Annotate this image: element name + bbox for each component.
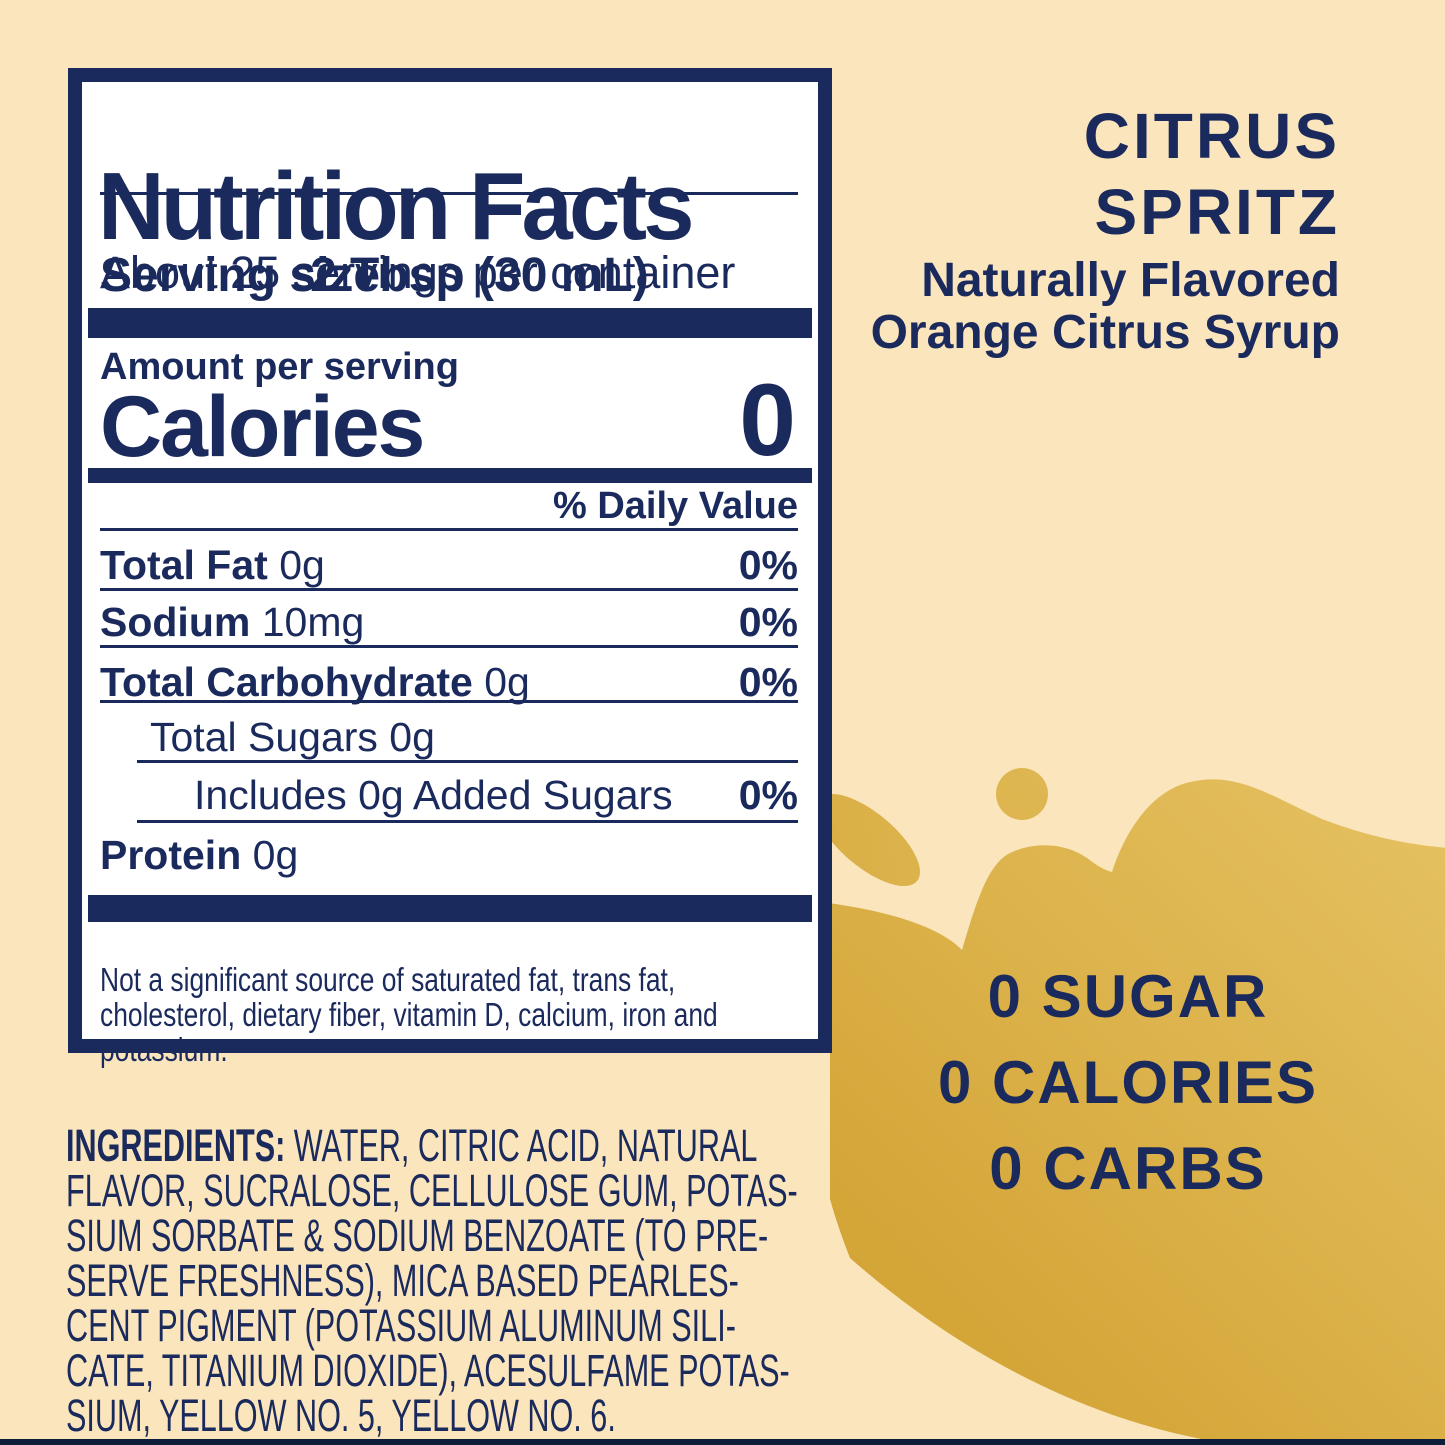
nutrient-amount: Includes 0g Added Sugars [194,772,673,818]
nutrient-name: Total Fat [100,542,268,588]
nutrient-row-total-carbohydrate: Total Carbohydrate 0g 0% [100,659,798,707]
nutrient-amount: 10mg [250,599,365,645]
nutrition-facts-panel: Nutrition Facts About 25 servings per co… [68,68,832,1067]
nutrient-row-sodium: Sodium 10mg 0% [100,599,798,647]
serving-size-row: Serving size 2 Tbsp (30 mL) [82,248,818,302]
product-name-block: CITRUS SPRITZ Naturally Flavored Orange … [871,98,1340,359]
nutrient-name: Sodium [100,599,251,645]
calories-label: Calories [100,379,425,475]
nutrient-row-total-sugars: Total Sugars 0g [100,714,798,762]
medium-divider-bar [88,468,812,483]
separator-line [100,588,798,591]
ingredients-label: INGREDIENTS: [66,1120,286,1171]
medium-divider-bar [88,895,812,922]
nutrient-dv: 0% [738,659,798,705]
daily-value-header: % Daily Value [552,485,798,527]
amount-per-serving-label: Amount per serving [100,346,459,388]
calories-value: 0 [739,363,796,477]
product-name-line1: CITRUS [1083,100,1340,172]
thick-divider-bar [88,308,812,338]
nutrient-row-added-sugars: Includes 0g Added Sugars 0% [100,772,798,820]
nutrition-footnote: Not a significant source of saturated fa… [100,961,718,1068]
separator-line [100,700,798,703]
splash-main-blob [830,779,1445,1439]
product-subtitle-line1: Naturally Flavored [921,254,1340,307]
ingredients-text: INGREDIENTS: WATER, CITRIC ACID, NATURAL… [66,1123,821,1438]
splash-droplet-circle [996,768,1048,820]
product-name-line2: SPRITZ [1094,176,1340,248]
nutrient-amount: 0g [267,542,325,588]
nutrient-amount: 0g [472,659,530,705]
separator-line-indented [137,820,798,823]
nutrient-dv: 0% [738,542,798,588]
nutrient-dv: 0% [738,599,798,645]
nutrient-name: Total Carbohydrate [100,659,473,705]
claim-zero-calories: 0 CALORIES [937,1049,1319,1116]
ingredients-list: WATER, CITRIC ACID, NATURAL FLAVOR, SUCR… [66,1120,798,1441]
claims-block: 0 SUGAR 0 CALORIES 0 CARBS [838,954,1418,1212]
nutrient-amount: 0g [241,832,299,878]
nutrient-name: Protein [100,832,242,878]
product-subtitle-line2: Orange Citrus Syrup [870,306,1340,359]
separator-line-indented [137,760,798,763]
bottom-navy-strip [0,1439,1445,1445]
splash-droplet-capsule [830,793,921,887]
nutrient-row-total-fat: Total Fat 0g 0% [100,542,798,590]
nutrition-facts-title: Nutrition Facts [98,153,694,261]
serving-size-label: Serving size [100,249,381,302]
gold-splash-graphic [830,768,1445,1439]
nutrient-dv: 0% [738,772,798,818]
serving-size-value: 2 Tbsp (30 mL) [310,249,649,302]
nutrient-row-protein: Protein 0g [100,832,798,880]
separator-line [100,645,798,648]
product-subtitle: Naturally Flavored Orange Citrus Syrup [871,255,1340,359]
separator-line [100,528,798,531]
nutrient-amount: Total Sugars 0g [150,714,435,760]
claim-zero-carbs: 0 CARBS [989,1135,1267,1202]
title-divider [100,192,798,195]
claim-zero-sugar: 0 SUGAR [987,963,1269,1030]
servings-per-container: About 25 servings per container [100,247,736,298]
